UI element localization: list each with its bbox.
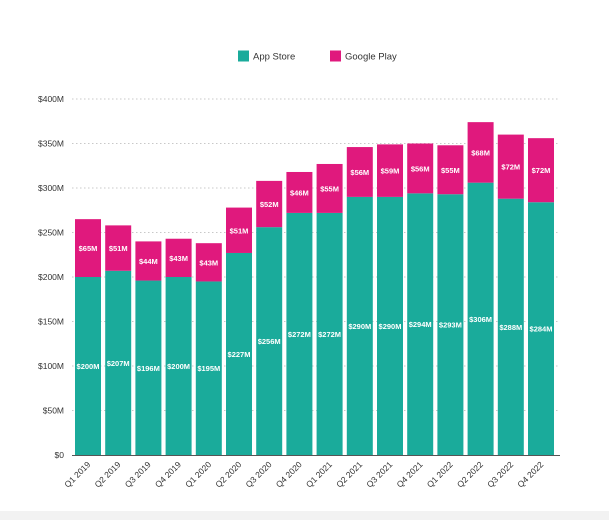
- data-label-google-play: $43M: [199, 258, 218, 267]
- data-label-google-play: $59M: [381, 167, 400, 176]
- bar-app-store: [75, 277, 101, 455]
- data-label-app-store: $200M: [77, 362, 100, 371]
- bar-google-play: [377, 144, 403, 197]
- bar-app-store: [528, 202, 554, 455]
- bar-google-play: [407, 143, 434, 194]
- data-label-google-play: $55M: [441, 166, 460, 175]
- data-label-app-store: $256M: [258, 337, 281, 346]
- bar-google-play: [528, 138, 554, 203]
- x-tick-label: Q2 2020: [213, 459, 243, 489]
- x-tick-label: Q1 2021: [304, 459, 334, 489]
- bar-google-play: [316, 163, 343, 213]
- x-tick-label: Q4 2020: [274, 459, 304, 489]
- x-tick-label: Q2 2019: [92, 459, 122, 489]
- data-label-app-store: $207M: [107, 359, 130, 368]
- y-tick-label: $0: [55, 450, 65, 460]
- y-tick-label: $50M: [43, 406, 64, 416]
- bar-app-store: [135, 280, 162, 455]
- y-tick-label: $150M: [38, 317, 64, 327]
- data-label-google-play: $43M: [169, 254, 188, 263]
- bar-app-store: [346, 196, 373, 455]
- y-tick-label: $200M: [38, 272, 64, 282]
- x-tick-label: Q3 2020: [243, 459, 273, 489]
- y-tick-label: $100M: [38, 361, 64, 371]
- bar-app-store: [467, 182, 494, 455]
- bar-app-store: [437, 194, 464, 456]
- data-label-app-store: $284M: [530, 325, 553, 334]
- bar-app-store: [316, 212, 343, 455]
- bar-app-store: [195, 281, 222, 455]
- bar-google-play: [226, 207, 252, 253]
- data-label-app-store: $290M: [348, 322, 371, 331]
- data-label-google-play: $72M: [501, 163, 520, 172]
- y-tick-label: $350M: [38, 139, 64, 149]
- data-label-google-play: $68M: [471, 148, 490, 157]
- x-tick-label: Q3 2022: [485, 459, 515, 489]
- data-label-google-play: $52M: [260, 200, 279, 209]
- data-label-app-store: $272M: [318, 330, 341, 339]
- y-tick-label: $400M: [38, 94, 64, 104]
- bar-app-store: [286, 212, 313, 455]
- data-label-app-store: $294M: [409, 320, 432, 329]
- data-label-google-play: $46M: [290, 188, 309, 197]
- bar-app-store: [497, 198, 524, 455]
- bar-google-play: [105, 225, 132, 271]
- x-tick-label: Q2 2022: [455, 459, 485, 489]
- data-label-app-store: $196M: [137, 364, 160, 373]
- bar-google-play: [467, 122, 494, 183]
- data-label-google-play: $55M: [320, 184, 339, 193]
- data-label-google-play: $56M: [350, 168, 369, 177]
- data-label-app-store: $290M: [379, 322, 402, 331]
- bar-google-play: [135, 241, 162, 281]
- bar-google-play: [165, 238, 192, 277]
- data-label-google-play: $65M: [79, 244, 98, 253]
- data-label-app-store: $195M: [197, 364, 220, 373]
- x-tick-label: Q1 2020: [183, 459, 213, 489]
- bar-google-play: [195, 243, 222, 282]
- data-label-google-play: $51M: [109, 244, 128, 253]
- bar-app-store: [105, 270, 132, 455]
- data-label-google-play: $51M: [230, 226, 249, 235]
- data-label-app-store: $272M: [288, 330, 311, 339]
- y-tick-label: $300M: [38, 183, 64, 193]
- bar-app-store: [226, 252, 252, 455]
- bar-app-store: [165, 277, 192, 455]
- x-tick-label: Q2 2021: [334, 459, 364, 489]
- bar-app-store: [256, 227, 283, 455]
- data-label-google-play: $56M: [411, 164, 430, 173]
- bar-app-store: [407, 193, 434, 455]
- bar-google-play: [286, 171, 313, 213]
- data-label-app-store: $227M: [228, 350, 251, 359]
- legend: App Store Google Play: [238, 50, 397, 63]
- data-label-google-play: $44M: [139, 257, 158, 266]
- x-tick-label: Q4 2021: [394, 459, 424, 489]
- y-tick-label: $250M: [38, 228, 64, 238]
- data-label-app-store: $200M: [167, 362, 190, 371]
- bottom-divider: [0, 511, 609, 520]
- bar-app-store: [377, 196, 403, 455]
- bar-google-play: [256, 180, 283, 228]
- bar-google-play: [437, 145, 464, 195]
- legend-swatch-google-play: [330, 50, 341, 62]
- x-tick-label: Q4 2019: [153, 459, 183, 489]
- data-label-app-store: $293M: [439, 321, 462, 330]
- data-label-app-store: $288M: [499, 323, 522, 332]
- x-tick-label: Q1 2019: [62, 459, 92, 489]
- data-label-app-store: $306M: [469, 315, 492, 324]
- x-tick-label: Q3 2019: [123, 459, 153, 489]
- legend-label: Google Play: [345, 52, 397, 63]
- x-tick-label: Q3 2021: [364, 459, 394, 489]
- x-tick-label: Q1 2022: [425, 459, 455, 489]
- bar-google-play: [497, 134, 524, 199]
- bar-google-play: [75, 219, 101, 277]
- legend-swatch-app-store: [238, 50, 249, 62]
- x-tick-label: Q4 2022: [515, 459, 545, 489]
- data-label-google-play: $72M: [532, 166, 551, 175]
- legend-label: App Store: [253, 52, 295, 63]
- bar-google-play: [346, 147, 373, 197]
